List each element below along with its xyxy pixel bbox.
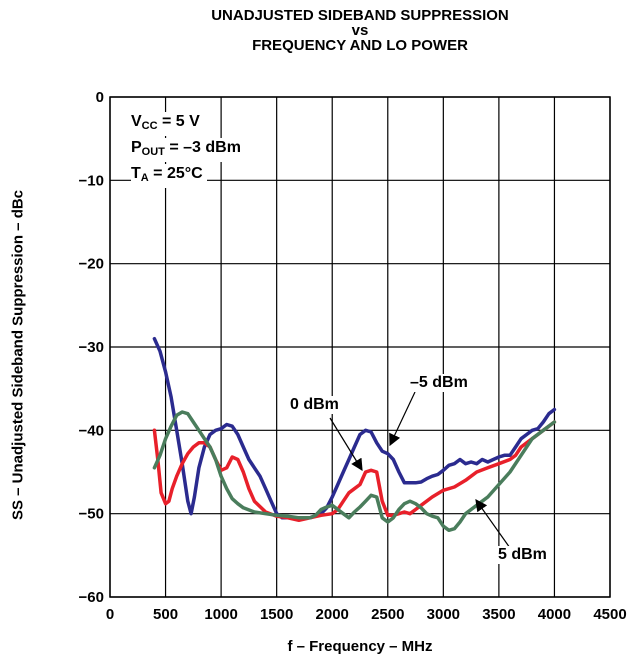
callout-0dbm: 0 dBm: [290, 396, 339, 414]
x-tick-label: 2000: [316, 606, 349, 623]
condition-vcc: VCC = 5 V: [131, 112, 204, 136]
condition-pout: POUT = –3 dBm: [131, 138, 245, 162]
y-tick-label: −60: [79, 589, 104, 606]
x-tick-label: 4500: [593, 606, 626, 623]
y-tick-label: −50: [79, 506, 104, 523]
x-tick-label: 500: [153, 606, 178, 623]
x-tick-label: 4000: [538, 606, 571, 623]
x-tick-label: 3000: [427, 606, 460, 623]
plot-frame: [109, 96, 611, 598]
callout-5dbm: 5 dBm: [498, 546, 547, 564]
series-line-2: [152, 410, 557, 533]
y-tick-label: −20: [79, 256, 104, 273]
callout-5dbm-leader: [475, 499, 511, 549]
x-tick-label: 0: [106, 606, 114, 623]
y-tick-label: 0: [96, 89, 104, 106]
condition-ta: TA = 25°C: [131, 164, 207, 188]
series-line-1: [152, 420, 557, 523]
y-tick-label: −10: [79, 172, 104, 189]
chart-title-line-1: UNADJUSTED SIDEBAND SUPPRESSION: [211, 7, 509, 24]
series-line-0: [152, 336, 557, 520]
callout-minus5dbm: –5 dBm: [410, 374, 468, 392]
x-axis-label: f – Frequency – MHz: [287, 638, 433, 655]
chart-title-line-3: FREQUENCY AND LO POWER: [252, 37, 468, 54]
chart-title-line-2: vs: [351, 22, 369, 39]
callout-0dbm-leader: [329, 417, 363, 472]
callout-minus5dbm-leader: [389, 391, 416, 447]
x-tick-label: 1000: [204, 606, 237, 623]
y-tick-label: −30: [79, 339, 104, 356]
y-tick-label: −40: [79, 422, 104, 439]
x-tick-label: 3500: [482, 606, 515, 623]
x-tick-label: 2500: [371, 606, 404, 623]
x-tick-label: 1500: [260, 606, 293, 623]
y-axis-label: SS – Unadjusted Sideband Suppression – d…: [9, 189, 27, 521]
